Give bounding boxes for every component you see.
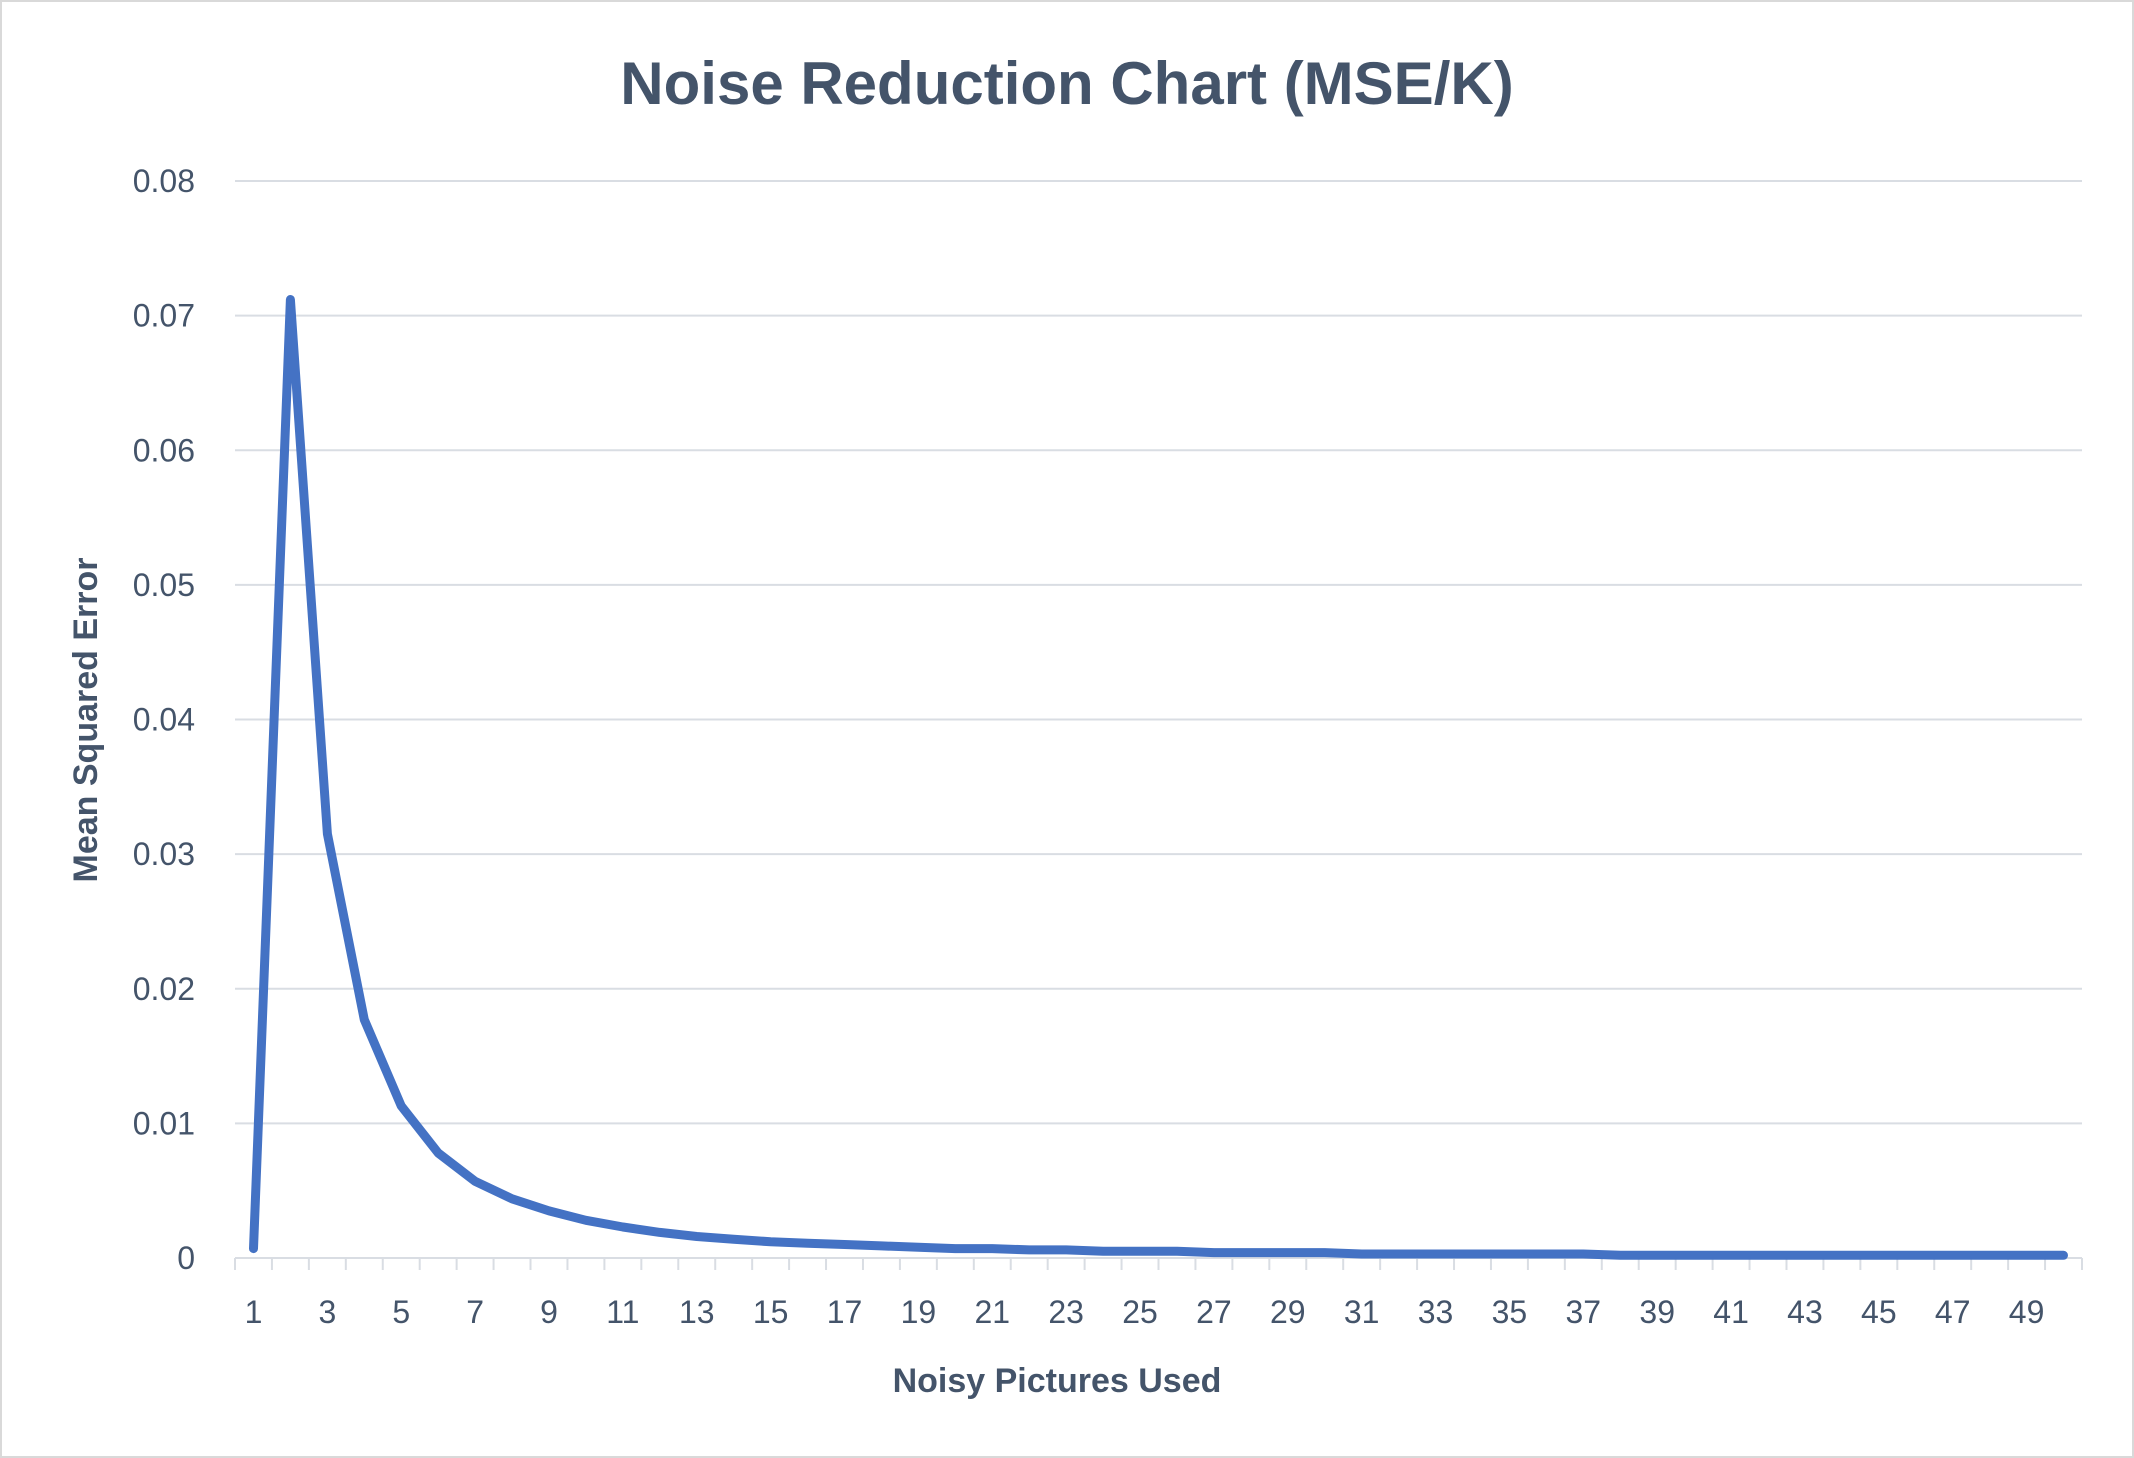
series-line-0	[249, 295, 2068, 1260]
x-tick-label-1: 3	[318, 1294, 336, 1330]
x-tick-label-17: 35	[1492, 1294, 1528, 1330]
series-lines	[249, 295, 2068, 1260]
x-axis-label: Noisy Pictures Used	[893, 1362, 1222, 1400]
x-tick-label-0: 1	[245, 1294, 263, 1330]
x-tick-label-22: 45	[1861, 1294, 1897, 1330]
x-tick-label-16: 33	[1418, 1294, 1454, 1330]
x-tick-label-12: 25	[1122, 1294, 1158, 1330]
x-tick-labels: 1 3 5 7 9 11 13 15 17 19 21 23 25 27 29 31 33 35 37 39 41 43 4…	[245, 1294, 2045, 1330]
x-tick-label-20: 41	[1713, 1294, 1749, 1330]
gridlines	[235, 180, 2082, 1125]
x-tick-label-11: 23	[1048, 1294, 1084, 1330]
y-tick-label-2: 0.02	[133, 971, 195, 1007]
y-tick-labels: 0 0.01 0.02 0.03 0.04 0.05 0.06 0.07 0.08	[133, 163, 195, 1276]
y-tick-label-4: 0.04	[133, 702, 195, 738]
x-tick-label-21: 43	[1787, 1294, 1823, 1330]
x-tick-label-13: 27	[1196, 1294, 1232, 1330]
y-tick-label-8: 0.08	[133, 163, 195, 199]
x-tick-label-18: 37	[1566, 1294, 1602, 1330]
x-tick-label-9: 19	[901, 1294, 937, 1330]
y-tick-label-7: 0.07	[133, 298, 195, 334]
x-tick-label-23: 47	[1935, 1294, 1971, 1330]
x-tick-label-14: 29	[1270, 1294, 1306, 1330]
x-tick-label-4: 9	[540, 1294, 558, 1330]
y-tick-label-5: 0.05	[133, 567, 195, 603]
y-tick-label-1: 0.01	[133, 1105, 195, 1141]
x-tick-label-2: 5	[392, 1294, 410, 1330]
x-tick-label-8: 17	[827, 1294, 863, 1330]
x-tick-label-5: 11	[606, 1294, 639, 1330]
x-tick-label-7: 15	[753, 1294, 789, 1330]
x-tick-label-15: 31	[1344, 1294, 1380, 1330]
y-tick-label-0: 0	[177, 1240, 195, 1276]
y-tick-label-6: 0.06	[133, 432, 195, 468]
x-tick-label-6: 13	[679, 1294, 715, 1330]
x-tick-label-10: 21	[974, 1294, 1010, 1330]
y-axis-label: Mean Squared Error	[67, 558, 105, 883]
x-tick-label-24: 49	[2009, 1294, 2045, 1330]
chart-title: Noise Reduction Chart (MSE/K)	[620, 50, 1513, 117]
y-tick-label-3: 0.03	[133, 836, 195, 872]
x-tick-label-19: 39	[1639, 1294, 1675, 1330]
x-tick-label-3: 7	[466, 1294, 484, 1330]
